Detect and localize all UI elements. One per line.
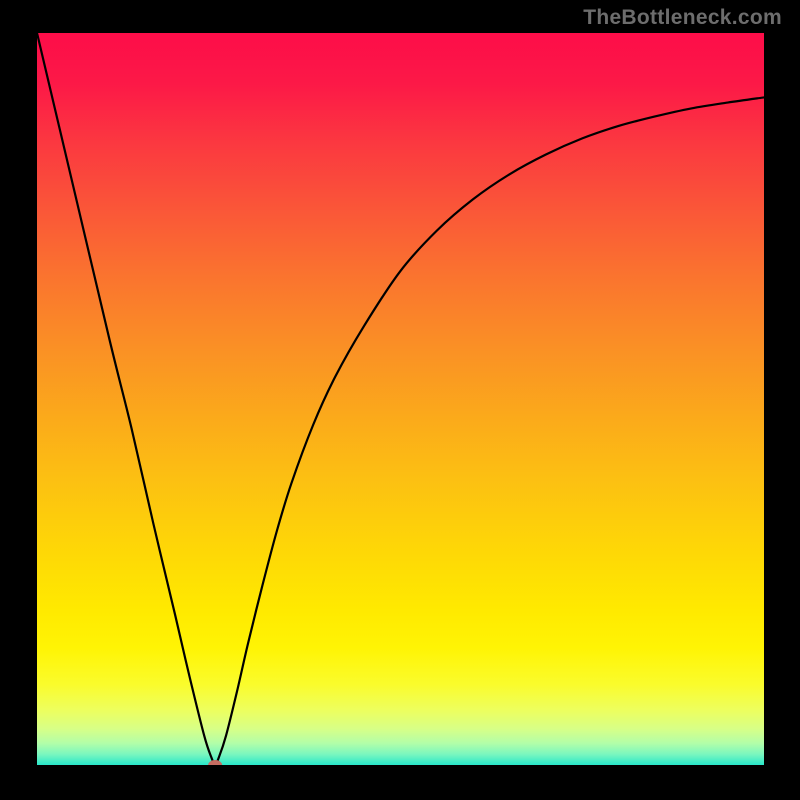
minimum-marker: [208, 760, 222, 765]
curve-line: [37, 33, 764, 764]
chart-svg: [37, 33, 764, 765]
plot-area: [37, 33, 764, 765]
watermark-text: TheBottleneck.com: [583, 6, 782, 30]
